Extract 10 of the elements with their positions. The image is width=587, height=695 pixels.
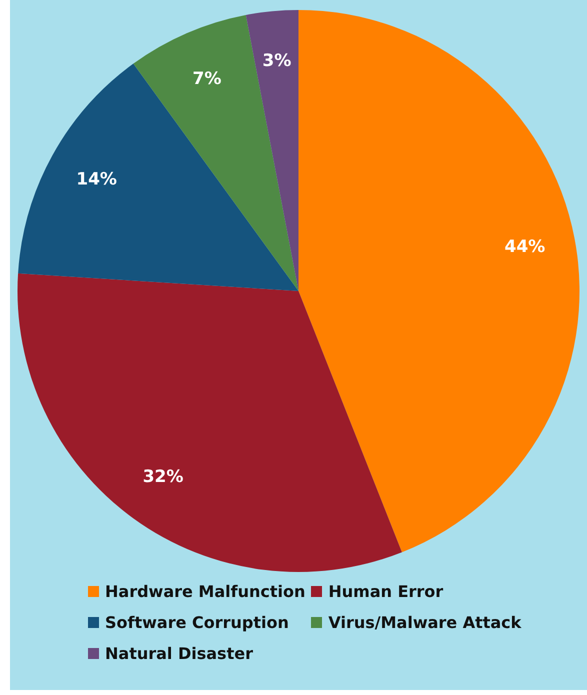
data-label: 14% [76,169,117,190]
data-label: 32% [142,466,184,487]
legend-label: Natural Disaster [105,644,253,663]
legend-label: Human Error [328,582,444,601]
data-label: 44% [504,237,546,258]
legend-label: Virus/Malware Attack [328,613,522,632]
legend-label: Software Corruption [105,613,289,632]
legend-label: Hardware Malfunction [105,582,306,601]
data-label: 7% [192,68,222,89]
data-label: 3% [262,51,292,72]
